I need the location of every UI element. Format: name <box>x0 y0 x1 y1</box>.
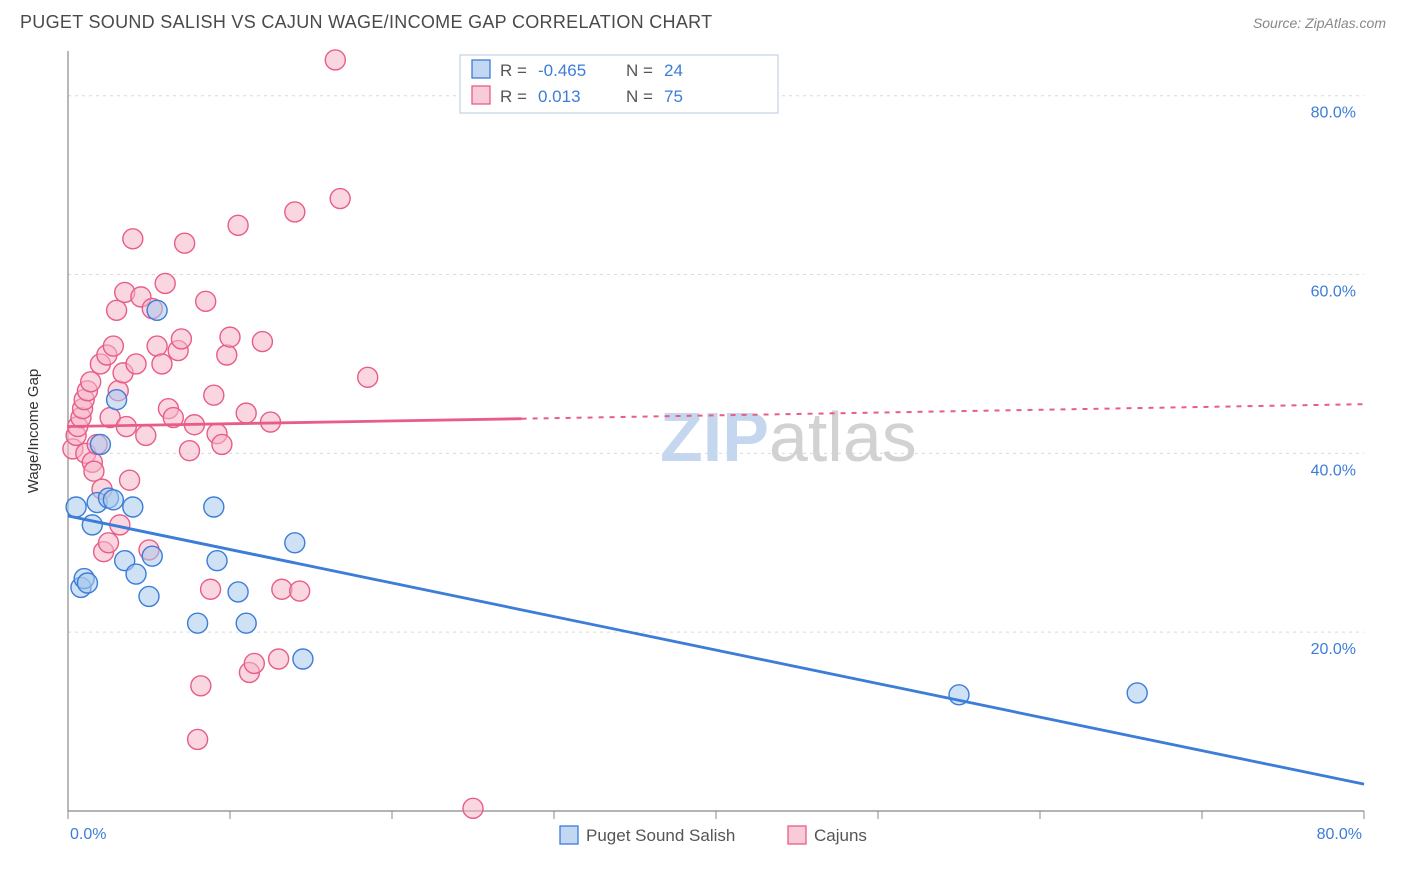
svg-text:ZIPatlas: ZIPatlas <box>660 398 917 476</box>
scatter-point <box>228 582 248 602</box>
scatter-point <box>244 653 264 673</box>
scatter-point <box>236 403 256 423</box>
scatter-point <box>142 546 162 566</box>
svg-text:75: 75 <box>664 87 683 106</box>
scatter-point <box>107 300 127 320</box>
legend-label: Puget Sound Salish <box>586 826 735 845</box>
legend-swatch <box>560 826 578 844</box>
scatter-point <box>285 533 305 553</box>
scatter-point <box>212 434 232 454</box>
scatter-point <box>139 586 159 606</box>
scatter-point <box>290 581 310 601</box>
svg-text:20.0%: 20.0% <box>1311 641 1356 658</box>
legend-swatch <box>788 826 806 844</box>
scatter-point <box>204 385 224 405</box>
svg-text:R =: R = <box>500 87 527 106</box>
scatter-point <box>191 676 211 696</box>
scatter-point <box>81 372 101 392</box>
scatter-point <box>217 345 237 365</box>
svg-text:N =: N = <box>626 61 653 80</box>
scatter-point <box>175 233 195 253</box>
scatter-point <box>220 327 240 347</box>
scatter-point <box>77 573 97 593</box>
scatter-point <box>107 390 127 410</box>
scatter-point <box>147 336 167 356</box>
svg-text:40.0%: 40.0% <box>1311 462 1356 479</box>
scatter-point <box>285 202 305 222</box>
scatter-point <box>293 649 313 669</box>
scatter-point <box>1127 683 1147 703</box>
scatter-point <box>155 273 175 293</box>
scatter-point <box>171 329 191 349</box>
scatter-point <box>272 579 292 599</box>
svg-text:60.0%: 60.0% <box>1311 284 1356 301</box>
scatter-point <box>126 354 146 374</box>
scatter-point <box>188 729 208 749</box>
scatter-point <box>463 798 483 818</box>
scatter-point <box>136 425 156 445</box>
svg-text:80.0%: 80.0% <box>1317 826 1362 843</box>
scatter-point <box>84 461 104 481</box>
svg-text:80.0%: 80.0% <box>1311 105 1356 122</box>
chart-title: PUGET SOUND SALISH VS CAJUN WAGE/INCOME … <box>20 12 712 33</box>
svg-text:-0.465: -0.465 <box>538 61 586 80</box>
svg-text:24: 24 <box>664 61 683 80</box>
source-attribution: Source: ZipAtlas.com <box>1253 15 1386 31</box>
scatter-point <box>358 367 378 387</box>
scatter-point <box>126 564 146 584</box>
svg-text:Wage/Income Gap: Wage/Income Gap <box>25 369 42 494</box>
scatter-point <box>204 497 224 517</box>
svg-text:0.0%: 0.0% <box>70 826 106 843</box>
scatter-point <box>207 551 227 571</box>
correlation-chart: 20.0% 40.0% 60.0% 80.0% 0.0% 80.0% ZIPatlas Wag… <box>20 41 1386 871</box>
scatter-point <box>103 336 123 356</box>
scatter-point <box>82 515 102 535</box>
scatter-point <box>90 434 110 454</box>
scatter-point <box>325 50 345 70</box>
legend-label: Cajuns <box>814 826 867 845</box>
scatter-point <box>103 490 123 510</box>
svg-text:N =: N = <box>626 87 653 106</box>
scatter-point <box>99 533 119 553</box>
scatter-point <box>228 215 248 235</box>
scatter-point <box>147 300 167 320</box>
svg-text:R =: R = <box>500 61 527 80</box>
scatter-point <box>201 579 221 599</box>
scatter-point <box>120 470 140 490</box>
scatter-point <box>152 354 172 374</box>
scatter-point <box>66 497 86 517</box>
scatter-point <box>123 497 143 517</box>
scatter-point <box>180 441 200 461</box>
svg-text:0.013: 0.013 <box>538 87 581 106</box>
scatter-point <box>330 189 350 209</box>
scatter-point <box>188 613 208 633</box>
scatter-point <box>252 332 272 352</box>
scatter-point <box>269 649 289 669</box>
scatter-point <box>123 229 143 249</box>
scatter-point <box>196 291 216 311</box>
scatter-point <box>236 613 256 633</box>
